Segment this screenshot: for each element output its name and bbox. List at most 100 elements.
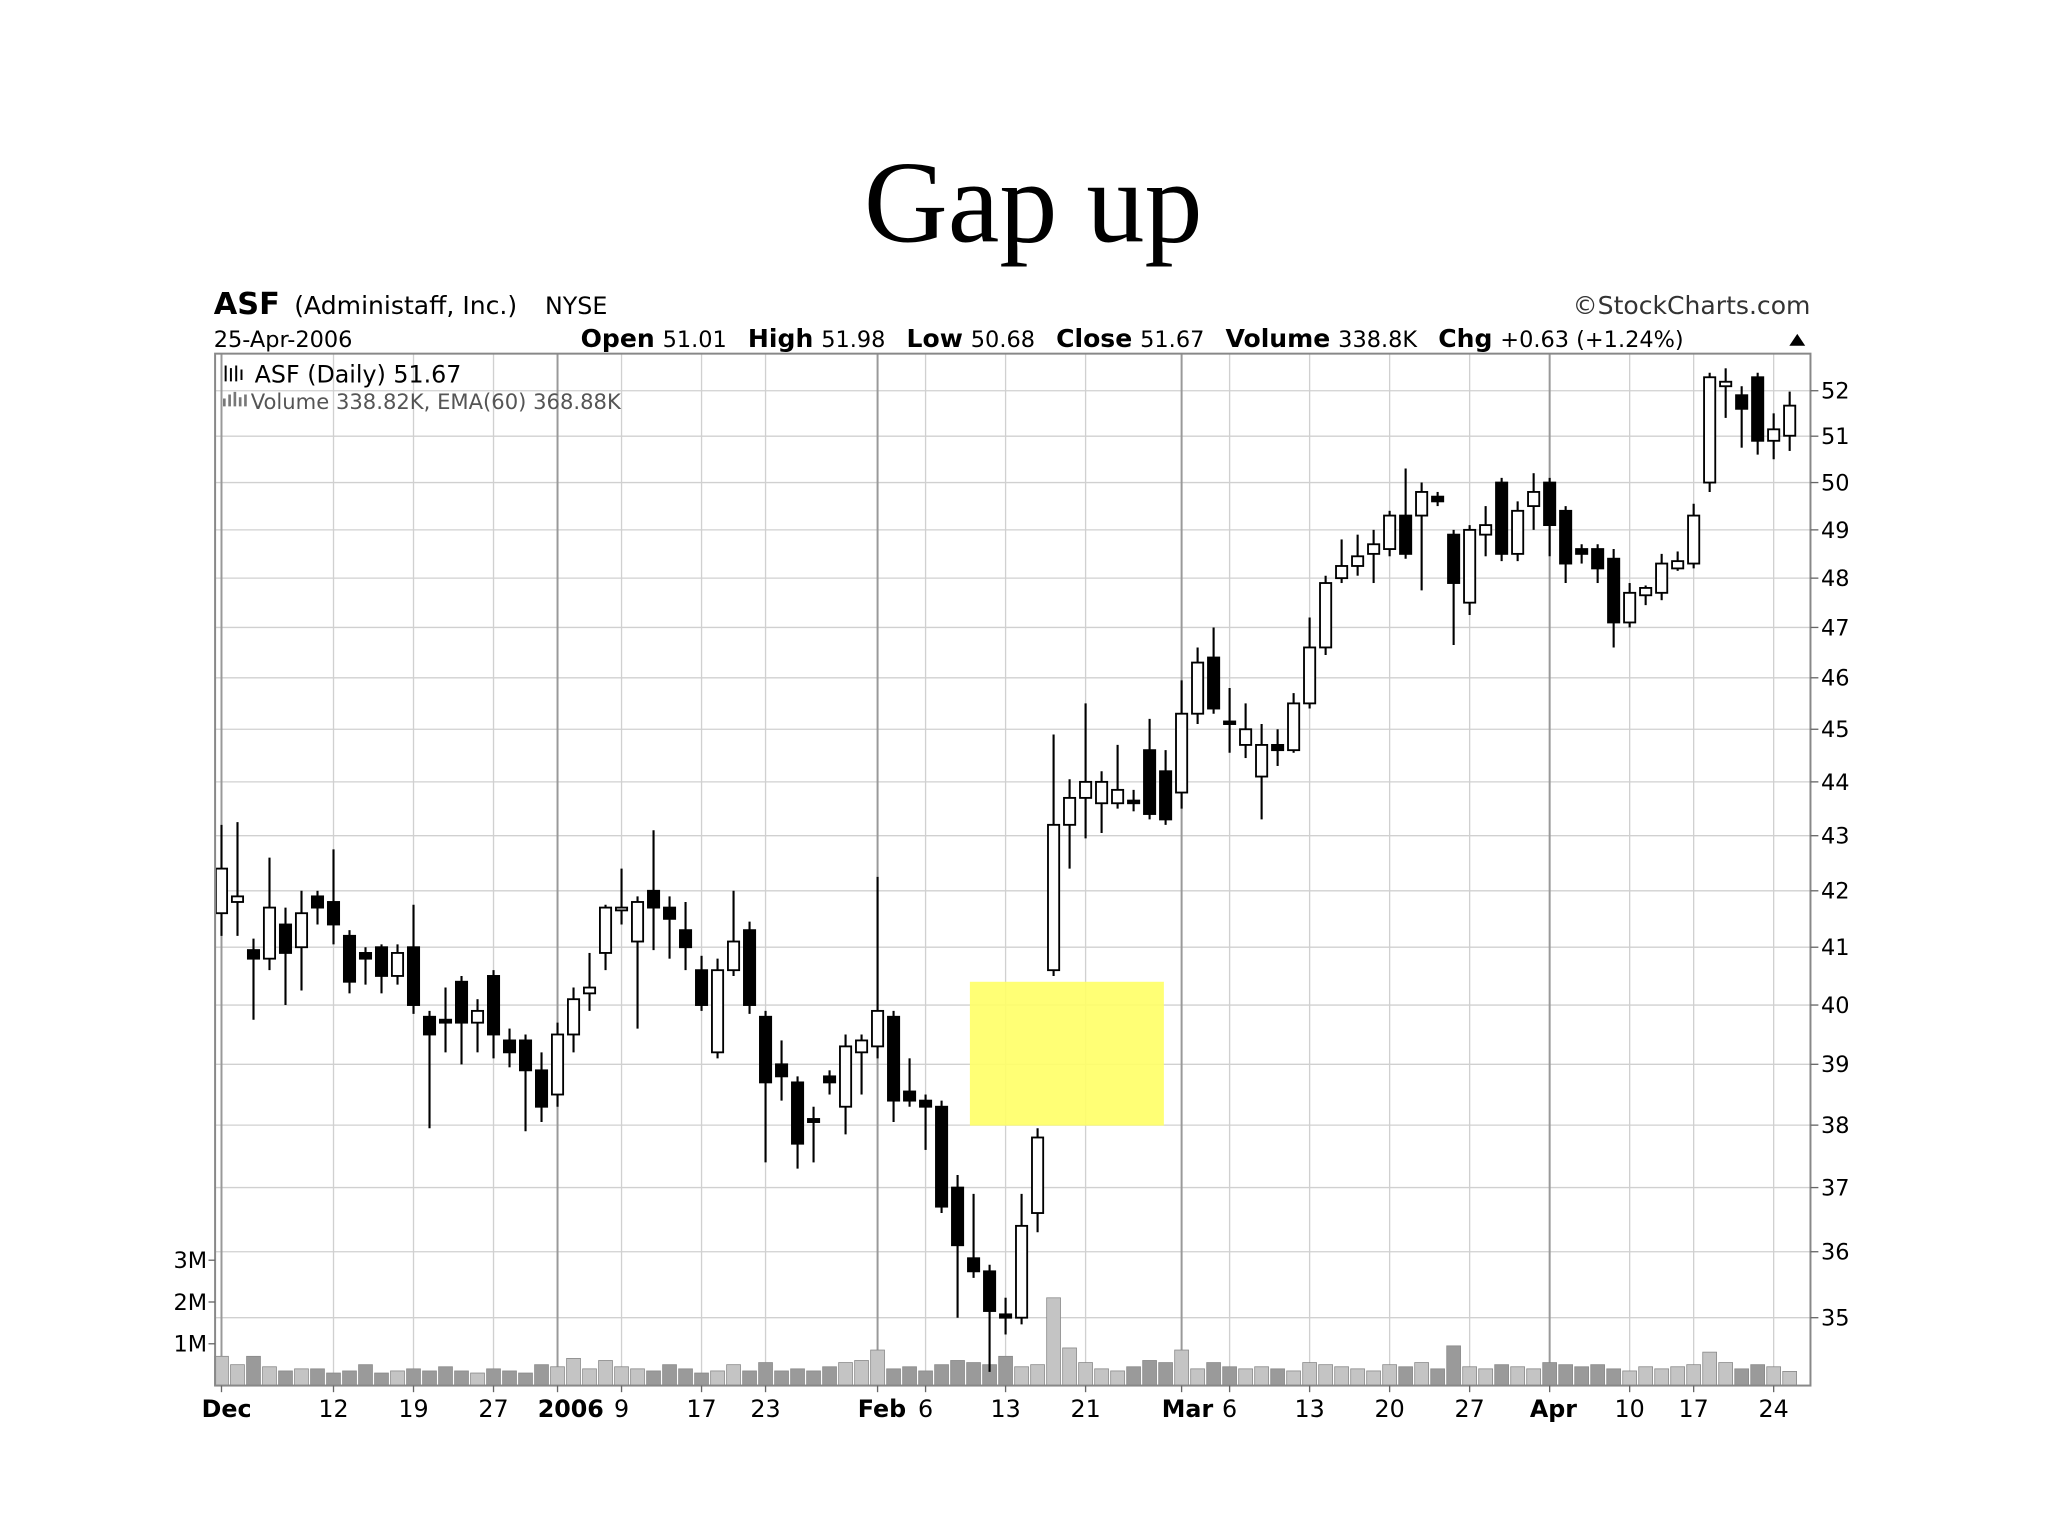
- volume-bar: [1238, 1368, 1253, 1386]
- candle-body: [567, 998, 581, 1036]
- volume-bar: [1382, 1364, 1397, 1386]
- candle-body: [903, 1090, 917, 1102]
- candle-body: [1767, 428, 1781, 442]
- volume-bar: [998, 1355, 1013, 1386]
- candle-body: [1751, 376, 1765, 442]
- volume-bar: [1702, 1351, 1717, 1386]
- volume-bar: [278, 1370, 293, 1386]
- volume-bar: [1430, 1368, 1445, 1386]
- quote-value: 51.98: [821, 327, 885, 353]
- volume-bar: [1270, 1368, 1285, 1386]
- candle-body: [823, 1075, 837, 1084]
- quote-label: Close: [1056, 324, 1132, 353]
- candle-body: [935, 1105, 949, 1208]
- volume-bar: [1606, 1368, 1621, 1386]
- candle-body: [1063, 796, 1077, 826]
- candle-body: [310, 895, 325, 909]
- x-tick-label: 20: [1375, 1395, 1405, 1423]
- volume-bar: [1110, 1370, 1125, 1386]
- x-tick-label: 19: [398, 1395, 428, 1423]
- y-tick-label: 42: [1821, 879, 1850, 905]
- candle-body: [999, 1313, 1013, 1319]
- volume-bar: [1494, 1364, 1509, 1386]
- x-tick-label: 2006: [538, 1395, 604, 1423]
- candle-body: [1479, 524, 1493, 536]
- candle-body: [1111, 788, 1125, 805]
- volume-bar: [1622, 1370, 1637, 1386]
- candle-body: [342, 934, 357, 983]
- volume-bar: [1174, 1349, 1189, 1386]
- candle-body: [1223, 720, 1237, 725]
- source: ©StockCharts.com: [1573, 291, 1811, 320]
- candle-body: [839, 1045, 853, 1108]
- x-tick-label: 17: [1679, 1395, 1709, 1423]
- volume-bar: [934, 1364, 949, 1386]
- volume-bar: [870, 1349, 885, 1386]
- candle-body: [1335, 565, 1349, 580]
- y-tick-label: 44: [1821, 770, 1850, 796]
- candle-body: [1191, 661, 1205, 715]
- volume-bar: [1366, 1370, 1381, 1386]
- candle-body: [1095, 780, 1109, 805]
- candle-body: [1047, 823, 1061, 972]
- candle-body: [1143, 749, 1157, 815]
- x-tick-label: 6: [918, 1395, 933, 1423]
- candle-body: [1431, 495, 1445, 503]
- volume-bar: [678, 1368, 693, 1386]
- volume-icon: [223, 391, 247, 407]
- volume-bar: [566, 1358, 581, 1386]
- volume-bar: [726, 1364, 741, 1386]
- candle-body: [422, 1015, 437, 1036]
- x-tick-label: 9: [614, 1395, 629, 1423]
- candle-body: [246, 949, 261, 960]
- candle-body: [1719, 380, 1733, 388]
- candle-body: [647, 889, 661, 909]
- volume-bar: [1446, 1345, 1461, 1386]
- candle-body: [1207, 656, 1221, 710]
- volume-bar: [582, 1368, 597, 1386]
- volume-tick-label: 1M: [174, 1332, 208, 1358]
- volume-bar: [1574, 1366, 1589, 1386]
- volume-bar: [758, 1362, 773, 1386]
- grid: [215, 353, 1811, 1386]
- volume-bar: [1670, 1366, 1685, 1386]
- candle-body: [278, 923, 293, 954]
- candle-body: [743, 929, 757, 1006]
- volume-bar: [1510, 1366, 1525, 1386]
- candle-body: [374, 946, 389, 977]
- volume-bar: [662, 1364, 677, 1386]
- y-tick-label: 50: [1821, 470, 1850, 496]
- candle-body: [1511, 509, 1525, 555]
- x-tick-label: 24: [1759, 1395, 1789, 1423]
- y-tick-label: 45: [1821, 717, 1850, 743]
- quote-label: High: [748, 324, 813, 353]
- volume-bar: [358, 1364, 373, 1386]
- volume-bar: [374, 1372, 389, 1386]
- y-tick-label: 46: [1821, 666, 1850, 692]
- volume-bar: [438, 1366, 453, 1386]
- price-icon: [224, 365, 243, 382]
- candle-body: [487, 975, 501, 1036]
- y-tick-label: 38: [1821, 1113, 1850, 1139]
- volume-bar: [454, 1370, 469, 1386]
- volume-bar: [1046, 1297, 1061, 1386]
- volume-bar: [1478, 1368, 1493, 1386]
- x-tick-label: 13: [1295, 1395, 1325, 1423]
- candle-body: [470, 1009, 485, 1024]
- volume-bar: [902, 1366, 917, 1386]
- volume-bar: [1686, 1364, 1701, 1386]
- volume-bar: [1590, 1364, 1605, 1386]
- volume-bar: [854, 1360, 869, 1386]
- volume-bar: [390, 1370, 405, 1386]
- candle-body: [390, 952, 405, 977]
- candle-body: [1079, 780, 1093, 799]
- axis-labels: 35 36 37 38 39 40 41 42 43 44 45 46 47 48 49 50 51 52 Dec 1…: [174, 379, 1850, 1424]
- candle-body: [1159, 770, 1173, 821]
- volume-tick-label: 3M: [174, 1248, 208, 1274]
- plot-area: [215, 353, 1811, 1386]
- x-tick-label: 27: [1455, 1395, 1485, 1423]
- volume-bar: [262, 1366, 277, 1386]
- volume-bar: [1734, 1368, 1749, 1386]
- candle-body: [1623, 591, 1637, 624]
